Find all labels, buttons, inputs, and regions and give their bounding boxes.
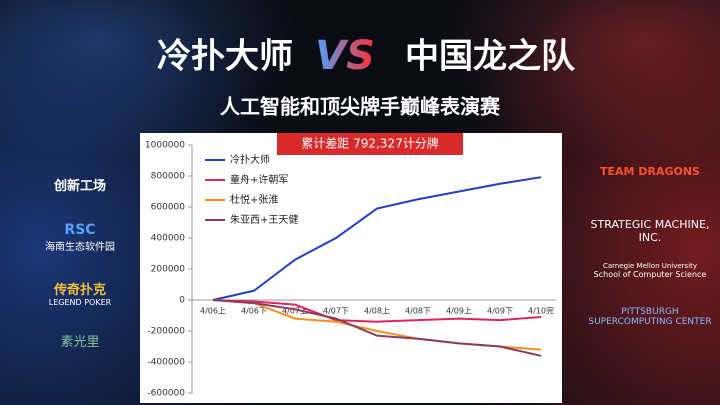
y-tick-label: 400000 — [151, 234, 186, 244]
subtitle: 人工智能和顶尖牌手巅峰表演赛 — [220, 95, 501, 119]
sponsor: 创新工场 — [53, 179, 106, 194]
series-line — [212, 176, 542, 301]
legend-label: 童舟+许朝军 — [230, 173, 288, 186]
series-line — [212, 299, 542, 357]
sponsor: STRATEGIC MACHINE, INC. — [590, 218, 710, 244]
sponsor: RSC — [64, 222, 96, 238]
x-tick-label: 4/06下 — [241, 307, 267, 316]
y-tick-label: 800000 — [151, 172, 186, 182]
y-tick-label: 600000 — [151, 203, 186, 213]
y-tick-label: 0 — [179, 296, 185, 306]
x-tick-label: 4/07上 — [282, 307, 308, 316]
sponsors-right: TEAM DRAGONS STRATEGIC MACHINE, INC. Car… — [585, 165, 715, 327]
sponsor: PITTSBURGH SUPERCOMPUTING CENTER — [588, 307, 712, 327]
annotation: 累计差距 792,327计分牌 — [301, 137, 438, 151]
annotation-box — [277, 133, 463, 155]
y-tick-label: -600000 — [147, 389, 185, 399]
title-right: 中国龙之队 — [405, 37, 576, 77]
x-tick-label: 4/09下 — [487, 307, 513, 316]
y-tick-label: 200000 — [151, 265, 186, 275]
sponsor: TEAM DRAGONS — [600, 165, 700, 178]
x-tick-label: 4/07下 — [323, 307, 349, 316]
sponsor: 素光里 — [60, 335, 100, 350]
vs: VS — [315, 33, 375, 79]
x-tick-label: 4/08下 — [405, 307, 431, 316]
x-tick-label: 4/08上 — [364, 307, 390, 316]
y-tick-label: -400000 — [147, 358, 185, 368]
sponsor: Carnegie Mellon University — [602, 262, 698, 270]
legend-label: 朱亚西+王天健 — [230, 214, 298, 226]
x-tick-label: 4/09上 — [446, 307, 472, 316]
y-tick-label: -200000 — [147, 327, 185, 337]
title-left: 冷扑大师 — [157, 37, 293, 77]
x-tick-label: 4/06上 — [200, 307, 226, 316]
sponsors-left: 创新工场 RSC 海南生态软件园 传奇扑克 LEGEND POKER 素光里 — [30, 175, 130, 350]
chart-card — [140, 133, 562, 403]
series-line — [212, 299, 542, 323]
sponsor: School of Computer Science — [593, 270, 707, 279]
legend-label: 冷扑大师 — [230, 153, 270, 166]
sponsor: LEGEND POKER — [48, 298, 112, 307]
x-tick-label: 4/10完 — [528, 306, 554, 316]
y-tick-label: 1000000 — [145, 141, 185, 151]
sponsor: 传奇扑克 — [53, 283, 106, 298]
legend-label: 杜悦+张淮 — [230, 193, 278, 206]
plot: -600000 -400000 -200000 0 200000 400000 600000… — [145, 141, 556, 399]
sponsor: 海南生态软件园 — [45, 242, 115, 253]
